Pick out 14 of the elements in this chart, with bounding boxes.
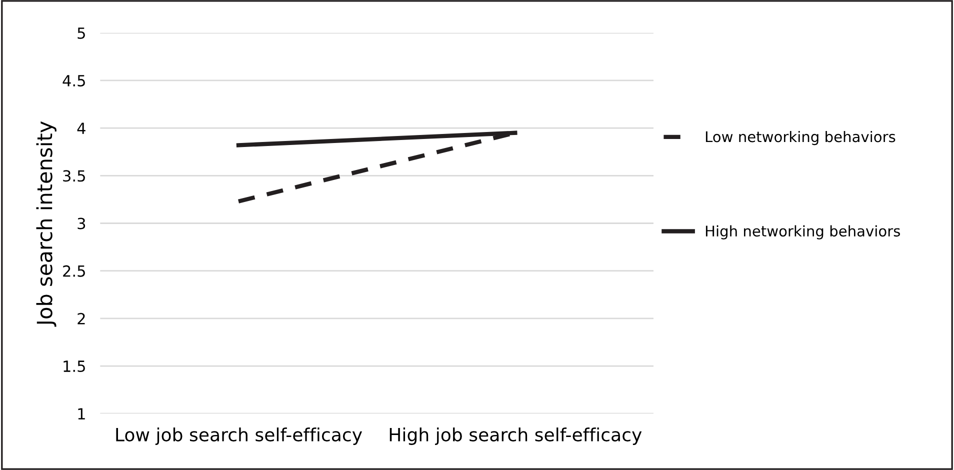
y-tick-label: 5	[78, 28, 85, 39]
y-tick-label: 4.5	[62, 75, 85, 87]
y-tick-label: 3	[78, 218, 86, 230]
y-tick-label: 3.5	[63, 170, 85, 182]
y-tick-label: 1	[78, 408, 85, 420]
x-tick-label: Low job search self-efficacy	[116, 427, 362, 445]
y-tick-label: 2	[78, 312, 85, 324]
legend-label: Low networking behaviors	[706, 130, 896, 146]
y-tick-label: 2.5	[63, 265, 85, 277]
legend-label: High networking behaviors	[706, 225, 900, 240]
y-axis-title: Job search intensity	[36, 121, 56, 327]
y-tick-label: 4	[77, 122, 86, 134]
y-tick-label: 1.5	[64, 360, 85, 372]
x-tick-label: High job search self-efficacy	[390, 427, 642, 445]
